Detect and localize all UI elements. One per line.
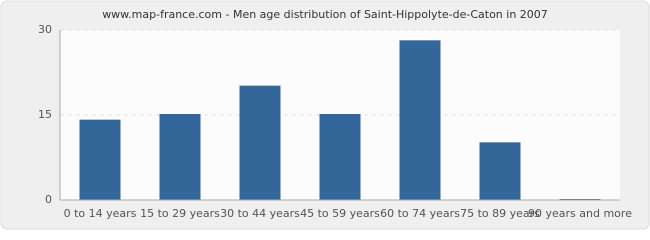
bar (399, 40, 441, 201)
marks (79, 40, 601, 201)
x-tick-label: 45 to 59 years (300, 207, 380, 220)
bar (239, 85, 281, 201)
y-tick-label: 15 (38, 108, 52, 121)
y-tick-label: 30 (38, 23, 52, 36)
chart: www.map-france.com - Men age distributio… (0, 0, 650, 230)
x-tick-label: 30 to 44 years (220, 207, 300, 220)
bar (319, 114, 361, 201)
x-tick-label: 60 to 74 years (380, 207, 460, 220)
x-tick-label: 15 to 29 years (140, 207, 220, 220)
x-tick-label: 0 to 14 years (64, 207, 137, 220)
bar (159, 114, 201, 201)
x-tick-label: 90 years and more (528, 207, 632, 220)
bar (479, 142, 521, 201)
chart-title: www.map-france.com - Men age distributio… (102, 8, 548, 21)
bar (79, 119, 121, 201)
x-tick-label: 75 to 89 years (460, 207, 540, 220)
y-tick-label: 0 (45, 193, 52, 206)
